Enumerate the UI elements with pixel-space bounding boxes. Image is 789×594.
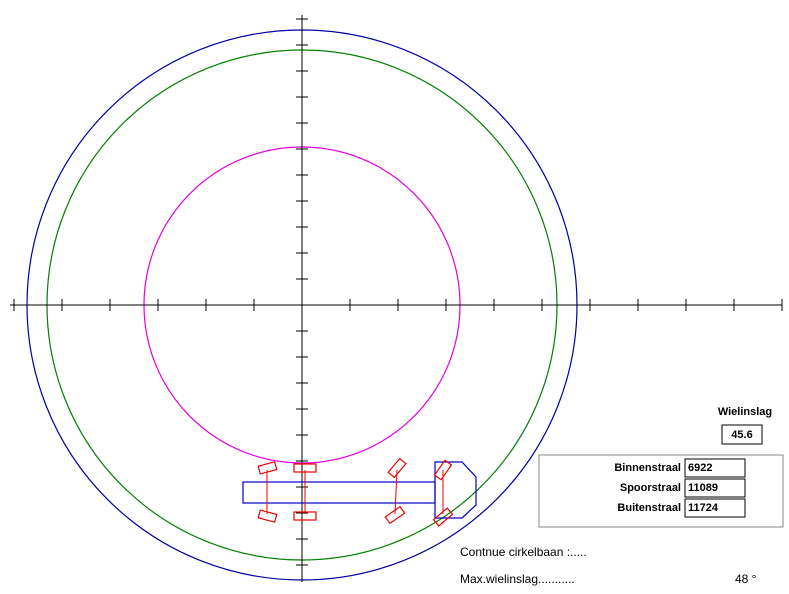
axis-ticks (13, 18, 783, 566)
wheel (257, 509, 278, 523)
row-value: 11724 (688, 502, 719, 514)
row-value: 6922 (688, 462, 712, 474)
row-label: Spoorstraal (620, 482, 681, 494)
wheel (387, 457, 407, 479)
wheel (293, 463, 317, 473)
row-value-box (684, 498, 746, 518)
row-value-box (684, 478, 746, 498)
vehicle-body (242, 481, 436, 504)
radius-rows: Binnenstraal 6922 Spoorstraal 11089 Buitenst… (614, 458, 746, 518)
row-label: Binnenstraal (614, 462, 681, 474)
wheel-angle-label: Wielinslag (718, 406, 772, 418)
row-label: Buitenstraal (617, 502, 681, 514)
vehicle-cab (434, 461, 477, 519)
row-value: 11089 (688, 482, 718, 494)
max-angle-value: 48 ° (735, 572, 757, 586)
vehicle (242, 457, 477, 527)
wheel (257, 461, 278, 475)
row-value-box (684, 458, 746, 478)
wheel (293, 511, 317, 521)
wheel (384, 505, 406, 525)
wheel (433, 459, 453, 481)
continuous-label: Contnue cirkelbaan :..... (460, 545, 587, 559)
wheel-angle-box (721, 424, 763, 445)
wheel (432, 507, 454, 527)
axle (394, 469, 398, 515)
max-angle-label: Max.wielinslag........... (460, 572, 575, 586)
wheel-angle-value: 45.6 (731, 429, 752, 441)
